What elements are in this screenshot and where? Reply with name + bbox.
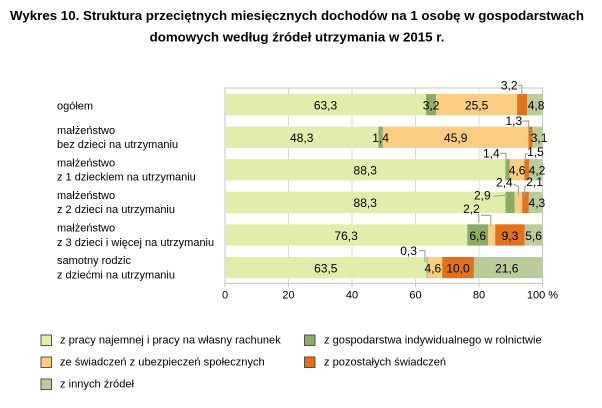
svg-text:10,0: 10,0 [446,261,470,275]
svg-text:z gospodarstwa indywidualnego: z gospodarstwa indywidualnego w rolnictw… [324,335,542,347]
svg-text:40: 40 [346,290,358,302]
svg-text:2,2: 2,2 [463,202,480,216]
svg-text:80: 80 [473,290,485,302]
svg-text:5,6: 5,6 [525,229,542,243]
svg-text:2,9: 2,9 [474,188,491,202]
svg-text:1,4: 1,4 [372,131,389,145]
svg-text:76,3: 76,3 [334,229,358,243]
svg-text:małżeństwo: małżeństwo [57,223,115,235]
svg-text:2,1: 2,1 [526,175,543,189]
svg-text:21,6: 21,6 [495,261,519,275]
svg-text:60: 60 [409,290,421,302]
svg-text:3,2: 3,2 [501,79,518,93]
svg-text:domowych według źródeł utrzyma: domowych według źródeł utrzymania w 2015… [150,30,445,45]
svg-text:0,3: 0,3 [400,244,417,258]
svg-text:88,3: 88,3 [354,196,378,210]
svg-text:1,4: 1,4 [483,146,500,160]
svg-text:4,6: 4,6 [425,261,442,275]
svg-text:z 2 dzieci na utrzymaniu: z 2 dzieci na utrzymaniu [57,204,175,216]
svg-text:małżeństwo: małżeństwo [57,190,115,202]
svg-text:z pracy najemnej i pracy na wł: z pracy najemnej i pracy na własny rachu… [60,335,281,347]
svg-text:20: 20 [282,290,294,302]
svg-text:z dziećmi na utrzymaniu: z dziećmi na utrzymaniu [57,269,175,281]
svg-text:3,1: 3,1 [531,131,548,145]
svg-text:samotny rodzic: samotny rodzic [57,255,131,267]
svg-text:z 3 dzieci i więcej na utrzyma: z 3 dzieci i więcej na utrzymaniu [57,237,214,249]
svg-text:0: 0 [222,290,228,302]
svg-text:z innych źródeł: z innych źródeł [60,379,135,391]
svg-text:45,9: 45,9 [444,131,468,145]
svg-text:4,2: 4,2 [529,164,546,178]
svg-text:63,3: 63,3 [314,99,338,113]
svg-text:2,4: 2,4 [496,175,513,189]
svg-text:1,3: 1,3 [505,114,522,128]
svg-text:Wykres 10. Struktura przeciętn: Wykres 10. Struktura przeciętnych miesię… [10,8,584,23]
svg-text:3,2: 3,2 [423,99,440,113]
svg-text:100 %: 100 % [527,290,558,302]
svg-text:88,3: 88,3 [354,164,378,178]
svg-text:z pozostałych świadczeń: z pozostałych świadczeń [324,357,446,369]
svg-text:4,8: 4,8 [528,99,545,113]
svg-text:25,5: 25,5 [465,99,489,113]
svg-text:4,6: 4,6 [509,164,526,178]
svg-text:63,5: 63,5 [314,261,338,275]
svg-text:48,3: 48,3 [290,131,314,145]
svg-text:9,3: 9,3 [502,229,519,243]
svg-text:1,5: 1,5 [527,145,544,159]
svg-text:małżeństwo: małżeństwo [57,157,115,169]
svg-text:ze świadczeń z ubezpieczeń spo: ze świadczeń z ubezpieczeń społecznych [60,357,265,369]
svg-text:z 1 dzieckiem na utrzymaniu: z 1 dzieckiem na utrzymaniu [57,172,196,184]
svg-text:ogółem: ogółem [57,101,93,113]
svg-text:4,3: 4,3 [529,196,546,210]
svg-text:małżeństwo: małżeństwo [57,125,115,137]
svg-text:bez dzieci na utrzymaniu: bez dzieci na utrzymaniu [57,139,178,151]
svg-text:6,6: 6,6 [469,229,486,243]
